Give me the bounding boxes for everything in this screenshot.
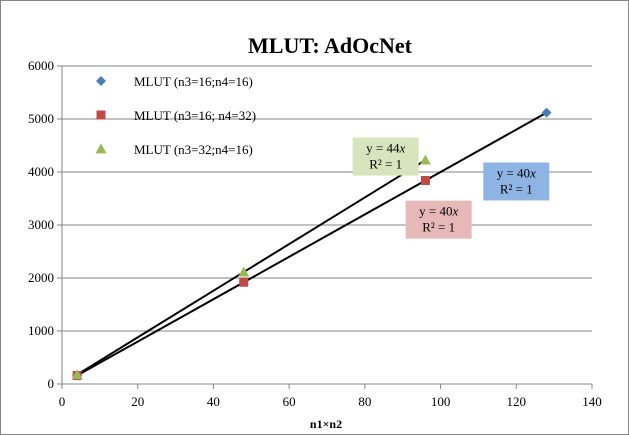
chart-title: MLUT: AdOcNet (248, 33, 413, 58)
y-tick-label: 2000 (28, 270, 54, 285)
y-tick-label: 0 (48, 376, 55, 391)
legend-label: MLUT (n3=32;n4=16) (134, 142, 253, 157)
y-tick-labels: 0 1000 2000 3000 4000 5000 6000 (28, 58, 54, 391)
legend-square-icon (96, 110, 106, 120)
x-tick-label: 100 (431, 394, 451, 409)
x-tick-labels: 0 20 40 60 80 100 120 140 (59, 394, 602, 409)
r-squared-text: R² = 1 (500, 181, 533, 196)
trendline (76, 111, 548, 377)
equation-box (405, 200, 472, 239)
equation-prefix: y = 40 (497, 165, 530, 180)
legend-diamond-icon (96, 76, 106, 86)
r-squared-text: R² = 1 (369, 157, 402, 172)
x-tick-label: 120 (507, 394, 527, 409)
equation-text: y = 40x (419, 204, 458, 219)
legend-label: MLUT (n3=16; n4=32) (134, 108, 256, 123)
x-tick-label: 40 (207, 394, 220, 409)
legend-label: MLUT (n3=16;n4=16) (134, 74, 253, 89)
equation-variable: x (451, 204, 458, 219)
axes (57, 65, 593, 389)
equation-box (483, 162, 550, 201)
triangle-data-point (238, 266, 250, 277)
equation-box (352, 137, 419, 176)
equation-variable: x (398, 141, 405, 156)
y-tick-label: 4000 (28, 164, 54, 179)
y-tick-label: 3000 (28, 217, 54, 232)
trendline (76, 159, 426, 376)
x-tick-label: 0 (59, 394, 66, 409)
y-tick-label: 6000 (28, 58, 54, 73)
y-tick-label: 1000 (28, 323, 54, 338)
legend-triangle-icon (95, 143, 107, 154)
x-tick-label: 20 (131, 394, 144, 409)
diamond-data-point (541, 107, 552, 118)
gridlines (62, 65, 592, 332)
r-squared-text: R² = 1 (422, 220, 455, 235)
square-data-point (239, 277, 249, 287)
legend: MLUT (n3=16;n4=16) MLUT (n3=16; n4=32) MLU… (95, 74, 256, 157)
trendlines (76, 111, 548, 377)
x-tick-label: 60 (283, 394, 296, 409)
equation-prefix: y = 40 (419, 204, 452, 219)
data-points (71, 107, 552, 381)
x-axis-label: n1×n2 (310, 417, 342, 431)
equation-text: y = 44x (366, 141, 405, 156)
triangle-data-point (71, 369, 83, 380)
x-tick-label: 140 (582, 394, 602, 409)
equation-prefix: y = 44 (366, 141, 400, 156)
y-tick-label: 5000 (28, 111, 54, 126)
equation-variable: x (529, 165, 536, 180)
triangle-data-point (419, 154, 431, 165)
square-data-point (420, 175, 430, 185)
x-tick-label: 80 (358, 394, 371, 409)
equation-text: y = 40x (497, 165, 536, 180)
